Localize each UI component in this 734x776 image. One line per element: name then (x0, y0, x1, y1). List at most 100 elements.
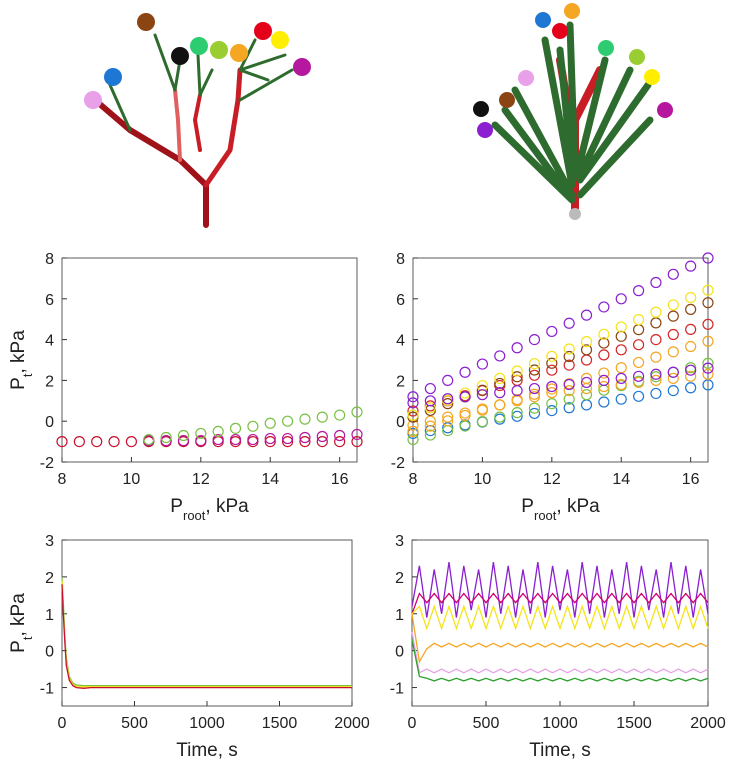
point (229, 422, 242, 434)
x-tick-label: 500 (473, 715, 500, 732)
point (160, 431, 172, 444)
point (334, 409, 346, 421)
point (650, 351, 662, 363)
point (685, 340, 697, 353)
point (407, 433, 419, 446)
point (632, 339, 645, 351)
point (351, 406, 363, 418)
y-tick-label: 1 (45, 607, 54, 624)
x-tick-label: 0 (408, 715, 417, 732)
point (702, 368, 714, 380)
point (563, 317, 575, 329)
point (442, 415, 454, 427)
point (264, 436, 276, 448)
axis-label-part: Time, s (529, 740, 591, 761)
line (411, 632, 709, 674)
point (702, 318, 714, 330)
point (702, 252, 714, 264)
point (563, 343, 575, 355)
point (685, 370, 697, 382)
point (650, 368, 662, 380)
point (511, 410, 523, 422)
point (546, 398, 558, 410)
point (546, 404, 558, 417)
line (61, 584, 352, 689)
point (632, 285, 645, 297)
point (702, 284, 714, 296)
line (61, 580, 352, 688)
point (407, 397, 419, 409)
point (685, 323, 697, 335)
y-tick-label: -2 (391, 455, 405, 472)
point (424, 429, 436, 441)
point (494, 372, 506, 384)
point (407, 391, 419, 403)
axes-box (61, 539, 353, 707)
point (650, 306, 662, 318)
point (667, 346, 679, 358)
x-tick-label: 12 (543, 471, 561, 488)
point (424, 395, 436, 407)
point (442, 398, 454, 410)
point (598, 337, 610, 349)
point (563, 385, 575, 397)
point (476, 416, 489, 428)
y-tick-label: 2 (45, 570, 54, 587)
point (598, 349, 610, 361)
point (511, 342, 523, 354)
x-tick-label: 16 (682, 471, 700, 488)
point (598, 380, 610, 393)
point (580, 382, 593, 395)
axis-label-part: P (8, 377, 29, 390)
point (424, 424, 436, 437)
y-tick-label: 6 (396, 292, 405, 309)
axes-box (61, 257, 358, 463)
point (459, 420, 471, 432)
axis-label-part: , kPa (8, 593, 29, 637)
axis-label-part: t (20, 373, 35, 377)
point (212, 433, 224, 446)
y-tick-label: 0 (45, 644, 54, 661)
point (615, 344, 627, 356)
axis-label: Time, s (176, 740, 238, 761)
point (632, 376, 645, 389)
point (702, 357, 714, 369)
point (580, 354, 593, 366)
point (351, 428, 363, 441)
x-tick-label: 1500 (262, 715, 298, 732)
point (632, 390, 645, 402)
y-tick-label: 2 (395, 570, 404, 587)
point (580, 376, 593, 389)
point (125, 436, 138, 448)
y-tick-label: 3 (45, 533, 54, 550)
point (615, 321, 627, 333)
point (650, 276, 662, 289)
x-tick-label: 1500 (616, 715, 652, 732)
point (685, 303, 697, 316)
line (411, 592, 709, 615)
point (528, 402, 541, 414)
axis-label-part: P (8, 640, 29, 653)
point (442, 411, 454, 423)
point (459, 409, 471, 422)
point (528, 382, 541, 395)
point (580, 389, 593, 401)
point (212, 425, 224, 437)
point (229, 433, 242, 446)
axis-label: Pt, kPa (8, 593, 35, 653)
point (563, 402, 575, 414)
axes-box (411, 539, 709, 707)
x-tick-label: 10 (123, 471, 141, 488)
point (650, 387, 662, 400)
point (442, 393, 454, 405)
point (91, 436, 103, 448)
point (546, 387, 558, 399)
x-tick-label: 14 (261, 471, 279, 488)
line (411, 613, 709, 664)
point (685, 364, 697, 376)
axis-label-part: , kPa (205, 496, 249, 517)
point (528, 358, 541, 370)
point (264, 432, 276, 445)
y-tick-label: 2 (45, 373, 54, 390)
